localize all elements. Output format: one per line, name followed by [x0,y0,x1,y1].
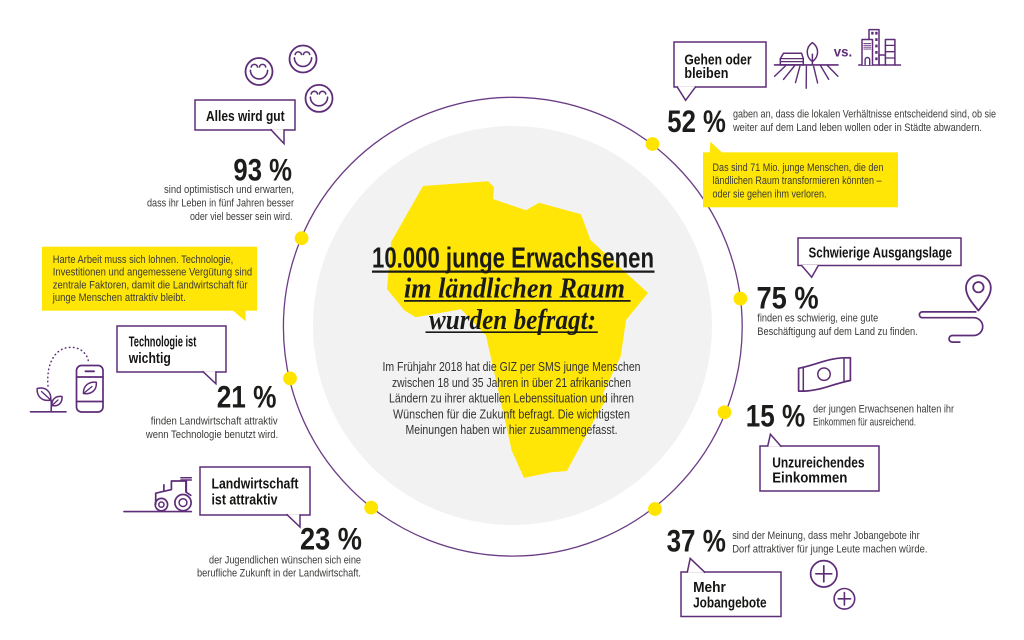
svg-text:Dorf attraktiver für junge Leu: Dorf attraktiver für junge Leute machen … [732,543,927,555]
svg-text:oder sie gehen ihm verloren.: oder sie gehen ihm verloren. [713,189,827,201]
svg-text:Gehen oder: Gehen oder [684,51,751,68]
svg-text:weiter auf dem Land leben woll: weiter auf dem Land leben wollen oder in… [732,122,982,134]
svg-text:21 %: 21 % [217,379,277,415]
svg-text:vs.: vs. [834,44,852,59]
svg-text:ländlichen Raum transformieren: ländlichen Raum transformieren könnten – [713,175,883,187]
svg-text:Schwierige Ausgangslage: Schwierige Ausgangslage [809,244,953,261]
svg-text:Harte Arbeit muss sich lohnen.: Harte Arbeit muss sich lohnen. Technolog… [53,254,233,266]
svg-text:93 %: 93 % [233,152,292,188]
svg-text:dass ihr Leben in fünf Jahren: dass ihr Leben in fünf Jahren besser [147,197,294,209]
svg-text:Unzureichendes: Unzureichendes [772,454,864,471]
svg-text:sind optimistisch und erwarten: sind optimistisch und erwarten, [164,184,294,196]
svg-text:Einkommen: Einkommen [772,469,847,486]
svg-text:Jobangebote: Jobangebote [693,595,767,612]
svg-text:37 %: 37 % [667,522,726,558]
svg-text:oder viel besser sein wird.: oder viel besser sein wird. [190,211,293,223]
svg-text:Wünschen für die Zukunft befra: Wünschen für die Zukunft befragt. Die wi… [393,407,630,421]
svg-text:Investitionen und angemessene: Investitionen und angemessene Vergütung … [53,267,252,279]
svg-text:im ländlichen Raum: im ländlichen Raum [404,273,625,305]
svg-text:wichtig: wichtig [128,350,171,367]
svg-text:Mehr: Mehr [693,579,726,596]
svg-text:Ländern zu ihrer aktuellen Leb: Ländern zu ihrer aktuellen Lebenssituati… [389,392,634,406]
svg-text:23 %: 23 % [300,520,362,556]
svg-text:52 %: 52 % [667,103,726,139]
svg-text:Das sind 71 Mio. junge Mensche: Das sind 71 Mio. junge Menschen, die den [713,162,884,174]
svg-text:finden es schwierig, eine gute: finden es schwierig, eine gute [757,312,878,324]
svg-text:Alles wird gut: Alles wird gut [206,108,285,125]
svg-text:Landwirtschaft: Landwirtschaft [212,475,299,492]
svg-text:sind der Meinung, dass mehr Jo: sind der Meinung, dass mehr Jobangebote … [732,530,920,542]
svg-text:zentrale Faktoren, damit die L: zentrale Faktoren, damit die Landwirtsch… [53,279,248,291]
svg-text:der jungen Erwachsenen halten: der jungen Erwachsenen halten ihr [813,403,954,415]
svg-text:gaben an, dass die lokalen Ver: gaben an, dass die lokalen Verhältnisse … [733,109,996,121]
svg-text:junge Menschen attraktiv bleib: junge Menschen attraktiv bleibt. [52,292,186,304]
svg-text:Einkommen für ausreichend.: Einkommen für ausreichend. [813,417,916,429]
svg-text:wurden befragt:: wurden befragt: [429,304,596,336]
svg-text:wenn Technologie benutzt wird.: wenn Technologie benutzt wird. [145,429,278,441]
svg-text:der Jugendlichen wünschen sich: der Jugendlichen wünschen sich eine [209,554,361,566]
svg-text:berufliche Zukunft in der Land: berufliche Zukunft in der Landwirtschaft… [197,568,361,580]
svg-text:finden Landwirtschaft attrakti: finden Landwirtschaft attraktiv [151,416,278,428]
svg-text:75 %: 75 % [757,279,819,315]
svg-text:Im Frühjahr 2018 hat die GIZ p: Im Frühjahr 2018 hat die GIZ per SMS jun… [383,360,641,374]
svg-text:15 %: 15 % [746,397,805,433]
svg-text:bleiben: bleiben [684,65,728,82]
svg-text:Beschäftigung auf dem Land zu: Beschäftigung auf dem Land zu finden. [757,326,917,338]
svg-text:zwischen 18 und 35 Jahren in ü: zwischen 18 und 35 Jahren in über 21 afr… [392,376,631,390]
svg-text:Technologie ist: Technologie ist [129,334,197,351]
svg-text:Meinungen haben wir hier zusam: Meinungen haben wir hier zusammengefasst… [406,423,618,437]
svg-text:10.000 junge Erwachsenen: 10.000 junge Erwachsenen [372,243,654,275]
svg-text:ist attraktiv: ist attraktiv [212,491,279,508]
